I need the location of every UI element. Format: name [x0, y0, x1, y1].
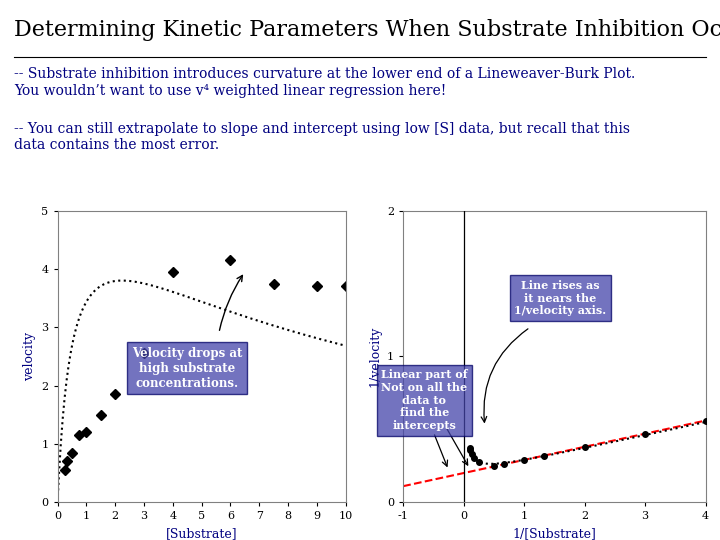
Text: Determining Kinetic Parameters When Substrate Inhibition Occurs: Determining Kinetic Parameters When Subs… [14, 19, 720, 41]
Text: Linear part of
Not on all the
data to
find the
intercepts: Linear part of Not on all the data to fi… [381, 369, 467, 431]
X-axis label: 1/[Substrate]: 1/[Substrate] [513, 527, 596, 540]
Text: Velocity drops at
high substrate
concentrations.: Velocity drops at high substrate concent… [132, 347, 243, 389]
X-axis label: [Substrate]: [Substrate] [166, 527, 238, 540]
Text: -- Substrate inhibition introduces curvature at the lower end of a Lineweaver-Bu: -- Substrate inhibition introduces curva… [14, 68, 636, 98]
Text: Line rises as
it nears the
1/velocity axis.: Line rises as it nears the 1/velocity ax… [514, 280, 606, 316]
Y-axis label: velocity: velocity [23, 332, 36, 381]
Text: -- You can still extrapolate to slope and intercept using low [S] data, but reca: -- You can still extrapolate to slope an… [14, 122, 631, 152]
Y-axis label: 1/velocity: 1/velocity [369, 326, 382, 387]
